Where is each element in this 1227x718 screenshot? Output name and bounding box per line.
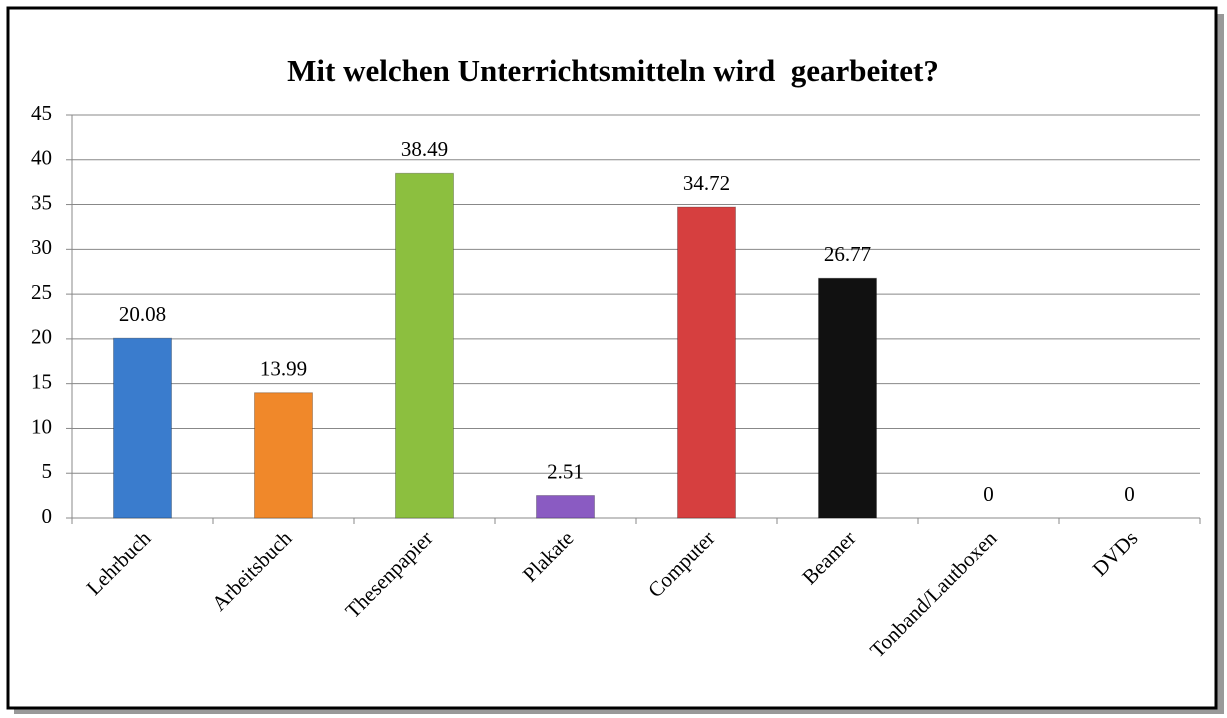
y-tick-label: 35 bbox=[31, 190, 52, 214]
y-tick-label: 0 bbox=[42, 504, 53, 528]
y-tick-label: 15 bbox=[31, 369, 52, 393]
value-label: 0 bbox=[1124, 482, 1135, 506]
value-label: 38.49 bbox=[401, 137, 448, 161]
value-label: 26.77 bbox=[824, 242, 871, 266]
bar bbox=[536, 495, 595, 519]
y-tick-label: 30 bbox=[31, 235, 52, 259]
y-tick-label: 45 bbox=[31, 101, 52, 125]
bar bbox=[677, 206, 736, 519]
y-tick-label: 25 bbox=[31, 280, 52, 304]
bar bbox=[818, 277, 877, 519]
value-label: 20.08 bbox=[119, 302, 166, 326]
value-label: 13.99 bbox=[260, 357, 307, 381]
y-tick-label: 5 bbox=[42, 459, 53, 483]
chart-title: Mit welchen Unterrichtsmitteln wird gear… bbox=[287, 53, 939, 88]
value-label: 2.51 bbox=[547, 459, 584, 483]
frame bbox=[6, 6, 1218, 710]
y-tick-label: 10 bbox=[31, 414, 52, 438]
y-tick-label: 20 bbox=[31, 325, 52, 349]
bar bbox=[113, 337, 172, 519]
value-label: 34.72 bbox=[683, 171, 730, 195]
bar bbox=[395, 172, 454, 519]
bar bbox=[254, 392, 313, 519]
y-tick-label: 40 bbox=[31, 146, 52, 170]
value-label: 0 bbox=[983, 482, 994, 506]
